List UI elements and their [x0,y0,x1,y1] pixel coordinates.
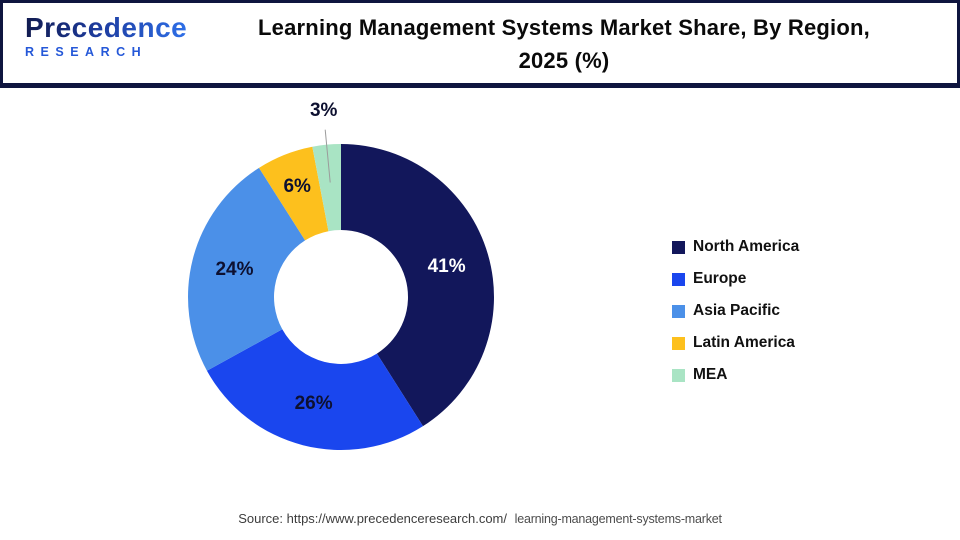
source-link: learning-management-systems-market [514,512,722,526]
legend-swatch-latin-america [672,336,685,350]
legend: North America Europe Asia Pacific Latin Ame… [672,238,799,384]
logo-subtitle: RESEARCH [25,45,148,59]
legend-label-europe: Europe [693,270,747,287]
leader-line-mea [324,129,331,183]
brand-logo: Precedence RESEARCH [25,14,187,59]
donut-slice-north-america [341,144,494,427]
legend-item-latin-america: Latin America [672,334,799,352]
slice-label-europe: 26% [295,393,333,414]
legend-swatch-asia-pacific [672,304,685,318]
title-line-2: 2025 (%) [518,48,610,73]
legend-label-asia-pacific: Asia Pacific [693,302,781,319]
legend-item-europe: Europe [672,270,799,288]
logo-wordmark: Precedence [25,12,188,43]
slice-label-mea: 3% [310,100,338,121]
legend-item-north-america: North America [672,238,799,256]
legend-item-mea: MEA [672,366,799,384]
slice-label-north-america: 41% [428,256,466,277]
page-title: Learning Management Systems Market Share… [183,11,945,77]
source-line: Source: https://www.precedenceresearch.c… [0,511,960,526]
slice-label-asia-pacific: 24% [215,259,253,280]
legend-label-north-america: North America [693,238,800,255]
slice-label-latin-america: 6% [283,176,311,197]
legend-item-asia-pacific: Asia Pacific [672,302,799,320]
donut-slice-latin-america [259,146,329,241]
title-line-1: Learning Management Systems Market Share… [258,15,870,40]
chart-area: 41% 26% 24% 6% 3% North America Europe Asia Pa… [0,88,960,540]
donut-slice-asia-pacific [188,167,306,371]
source-prefix: Source: https://www.precedenceresearch.c… [238,511,507,526]
legend-swatch-europe [672,272,685,286]
legend-swatch-north-america [672,240,685,254]
donut-slice-mea [312,144,341,232]
legend-label-latin-america: Latin America [693,334,795,351]
donut-slice-europe [206,329,423,450]
legend-label-mea: MEA [693,366,728,383]
donut-chart: 41% 26% 24% 6% 3% [188,100,494,450]
legend-swatch-mea [672,368,685,382]
header: Precedence RESEARCH Learning Management … [0,0,960,88]
